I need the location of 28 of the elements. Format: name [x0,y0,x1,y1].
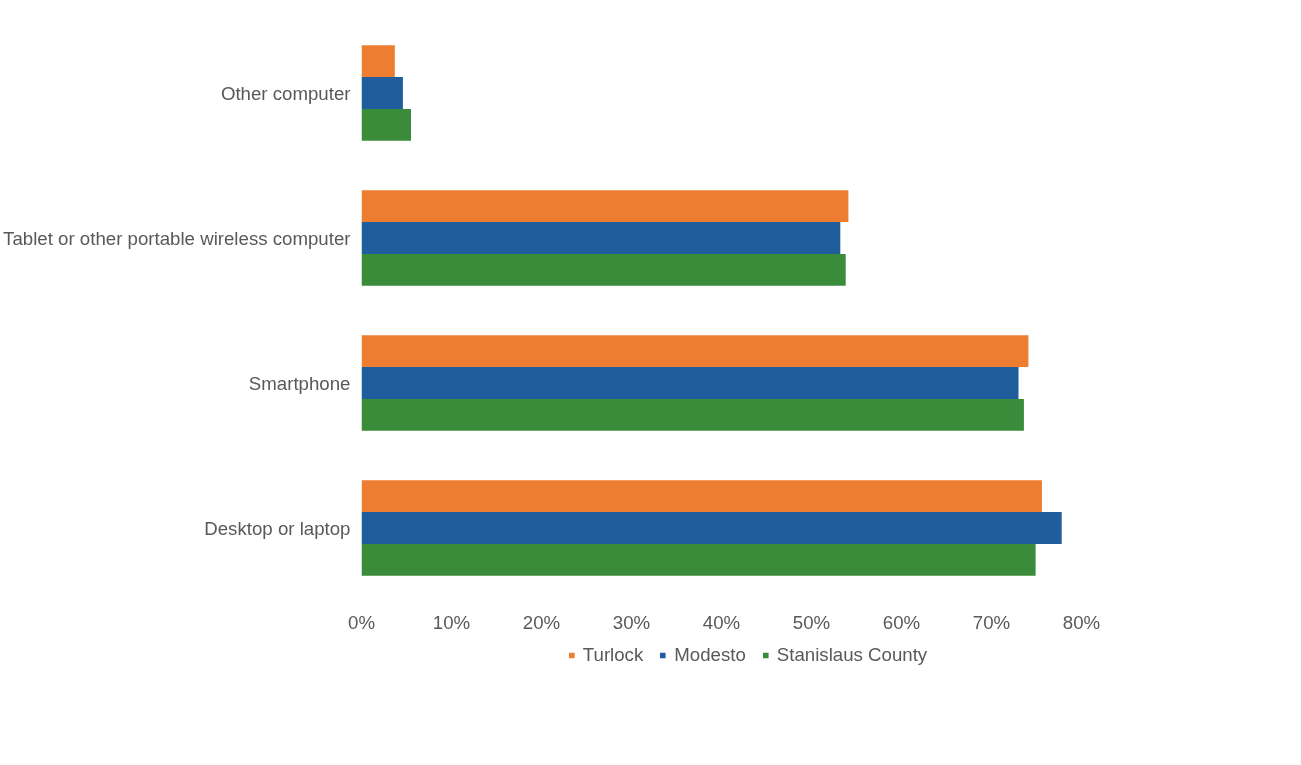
y-tick-label: Smartphone [248,372,351,394]
bar [361,45,395,78]
y-tick-label: Tablet or other portable wireless computer [3,227,351,249]
x-tick-label: 30% [612,611,651,633]
bar [361,108,411,141]
bar [361,77,403,109]
legend-label: Stanislaus County [776,644,928,666]
y-tick-label: Other computer [220,82,351,104]
bar [361,367,1019,399]
x-tick-label: 60% [882,611,921,633]
bar [361,480,1042,513]
bar [361,222,841,254]
y-tick-label: Desktop or laptop [204,517,351,539]
x-tick-label: 70% [972,611,1011,633]
x-tick-label: 20% [522,611,561,633]
bar [361,335,1029,368]
bar [361,398,1024,431]
bar [361,253,846,286]
x-tick-label: 40% [702,611,741,633]
bar [361,543,1036,576]
bar [361,512,1062,544]
x-tick-label: 10% [432,611,471,633]
legend-label: Modesto [674,644,746,666]
x-tick-label: 0% [348,611,375,633]
x-tick-label: 50% [792,611,831,633]
bar [361,190,849,223]
legend-label: Turlock [582,644,644,666]
x-tick-label: 80% [1062,611,1101,633]
